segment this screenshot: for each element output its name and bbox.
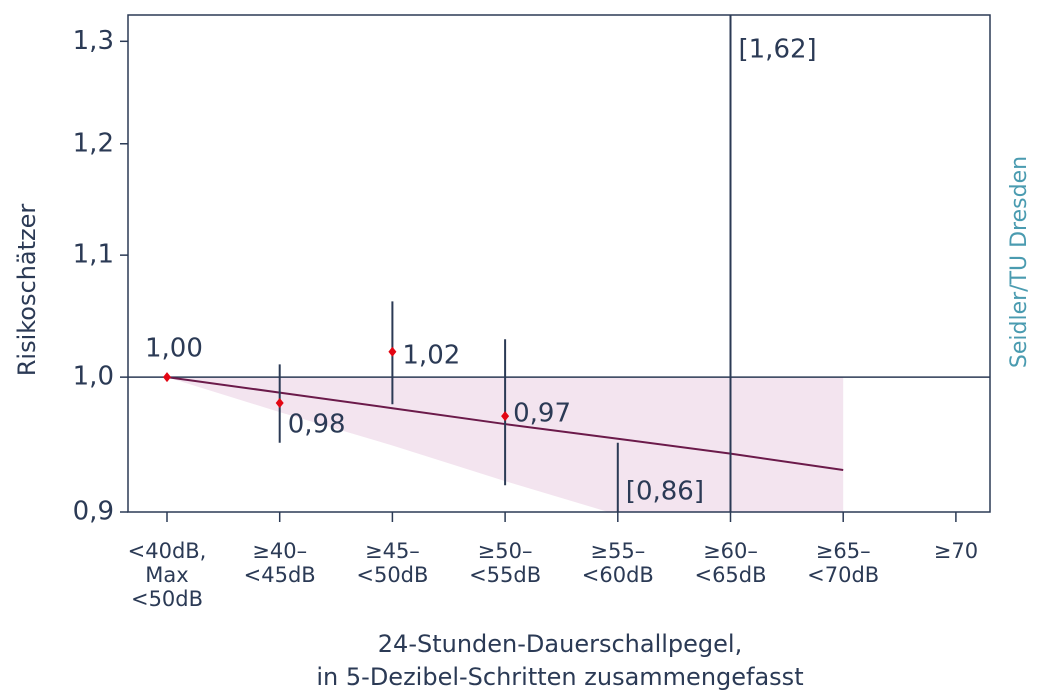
y-tick-label: 1,1 bbox=[73, 240, 114, 270]
ci-label: [1,62] bbox=[739, 35, 817, 65]
data-point bbox=[501, 411, 510, 422]
x-tick-label: <50dB bbox=[131, 587, 203, 611]
data-label: 1,02 bbox=[402, 340, 460, 370]
x-axis-title: 24-Stunden-Dauerschallpegel, bbox=[378, 630, 742, 658]
x-tick-label: <65dB bbox=[694, 563, 766, 587]
x-tick-label: ≥40– bbox=[252, 539, 307, 563]
x-tick-label: <55dB bbox=[469, 563, 541, 587]
x-tick-label: ≥65– bbox=[816, 539, 871, 563]
x-axis-title: in 5-Dezibel-Schritten zusammengefasst bbox=[316, 663, 803, 691]
y-tick-label: 1,3 bbox=[73, 26, 114, 56]
plot-frame bbox=[127, 14, 991, 513]
data-point bbox=[388, 346, 397, 357]
data-label: 0,98 bbox=[288, 409, 346, 439]
x-tick-label: ≥70 bbox=[934, 539, 978, 563]
plot-area bbox=[128, 15, 990, 512]
data-point bbox=[163, 372, 171, 383]
data-point bbox=[275, 397, 284, 408]
x-tick-label: ≥55– bbox=[590, 539, 645, 563]
y-tick-label: 1,2 bbox=[73, 128, 114, 158]
data-label: 1,00 bbox=[145, 334, 203, 364]
x-tick-label: Max bbox=[145, 563, 188, 587]
source-label: Seidler/TU Dresden bbox=[1007, 156, 1032, 368]
y-tick-label: 0,9 bbox=[73, 497, 114, 527]
y-axis-title: Risikoschätzer bbox=[13, 204, 41, 377]
x-tick-label: ≥50– bbox=[478, 539, 533, 563]
x-tick-label: <70dB bbox=[807, 563, 879, 587]
x-tick-label: <40dB, bbox=[128, 539, 207, 563]
x-tick-label: <50dB bbox=[356, 563, 428, 587]
data-label: 0,97 bbox=[513, 399, 571, 429]
x-tick-label: ≥60– bbox=[703, 539, 758, 563]
x-tick-label: <45dB bbox=[244, 563, 316, 587]
x-tick-label: ≥45– bbox=[365, 539, 420, 563]
ci-label: [0,86] bbox=[626, 477, 704, 507]
x-tick-label: <60dB bbox=[582, 563, 654, 587]
y-tick-label: 1,0 bbox=[73, 362, 114, 392]
